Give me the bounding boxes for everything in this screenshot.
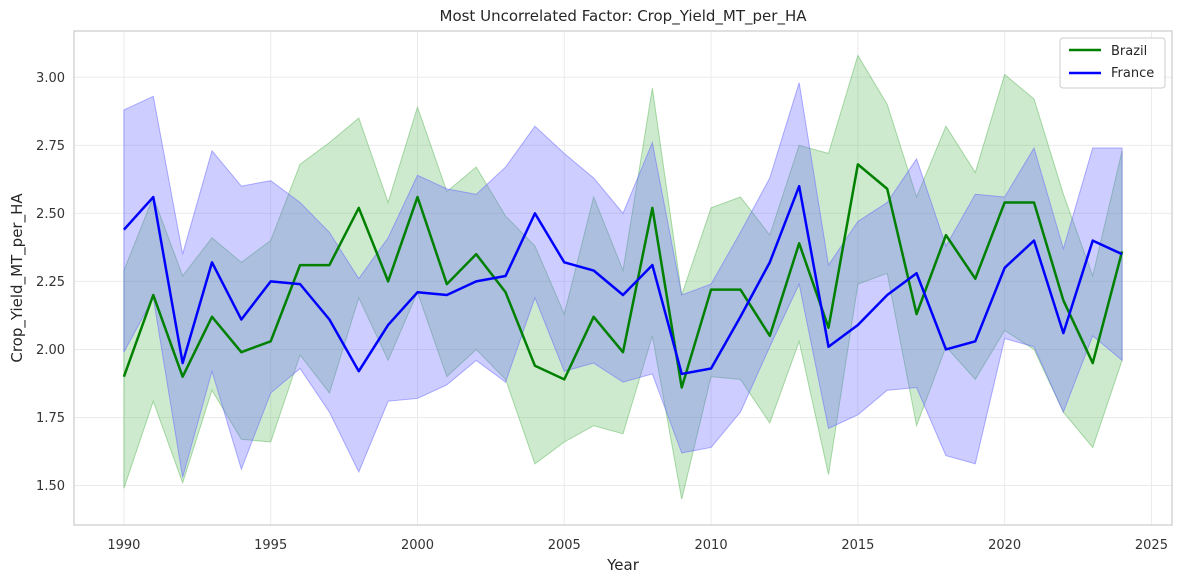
legend: Brazil France bbox=[1059, 37, 1166, 89]
line-brazil bbox=[122, 163, 1124, 389]
x-tick-label: 2010 bbox=[695, 538, 728, 553]
y-tick-label: 2.25 bbox=[36, 275, 65, 290]
line-france bbox=[122, 184, 1123, 376]
chart-title: Most Uncorrelated Factor: Crop_Yield_MT_… bbox=[440, 7, 808, 26]
plot-frame bbox=[73, 30, 1173, 526]
series-lines bbox=[122, 163, 1124, 389]
x-tick-label: 2020 bbox=[988, 538, 1021, 553]
y-tick-label: 3.00 bbox=[36, 71, 65, 86]
band-france bbox=[123, 82, 1123, 478]
x-tick-label: 2005 bbox=[548, 538, 581, 553]
x-tick-label: 2015 bbox=[841, 538, 874, 553]
y-tick-label: 1.50 bbox=[36, 479, 65, 494]
confidence-bands bbox=[123, 54, 1123, 500]
y-tick-label: 2.50 bbox=[36, 207, 65, 222]
y-tick-label: 2.00 bbox=[36, 343, 65, 358]
legend-label-brazil: Brazil bbox=[1111, 44, 1147, 59]
x-tick-label: 1995 bbox=[254, 538, 287, 553]
x-tick-label: 2025 bbox=[1135, 538, 1168, 553]
legend-label-france: France bbox=[1111, 66, 1154, 81]
x-axis-ticks: 1990 1995 2000 2005 2010 2015 2020 2025 bbox=[107, 538, 1168, 553]
y-axis-title: Crop_Yield_MT_per_HA bbox=[8, 193, 27, 363]
y-tick-label: 1.75 bbox=[36, 411, 65, 426]
y-axis-ticks: 1.50 1.75 2.00 2.25 2.50 2.75 3.00 bbox=[36, 71, 65, 494]
x-tick-label: 1990 bbox=[107, 538, 140, 553]
y-tick-label: 2.75 bbox=[36, 139, 65, 154]
x-tick-label: 2000 bbox=[401, 538, 434, 553]
x-axis-title: Year bbox=[606, 556, 640, 574]
